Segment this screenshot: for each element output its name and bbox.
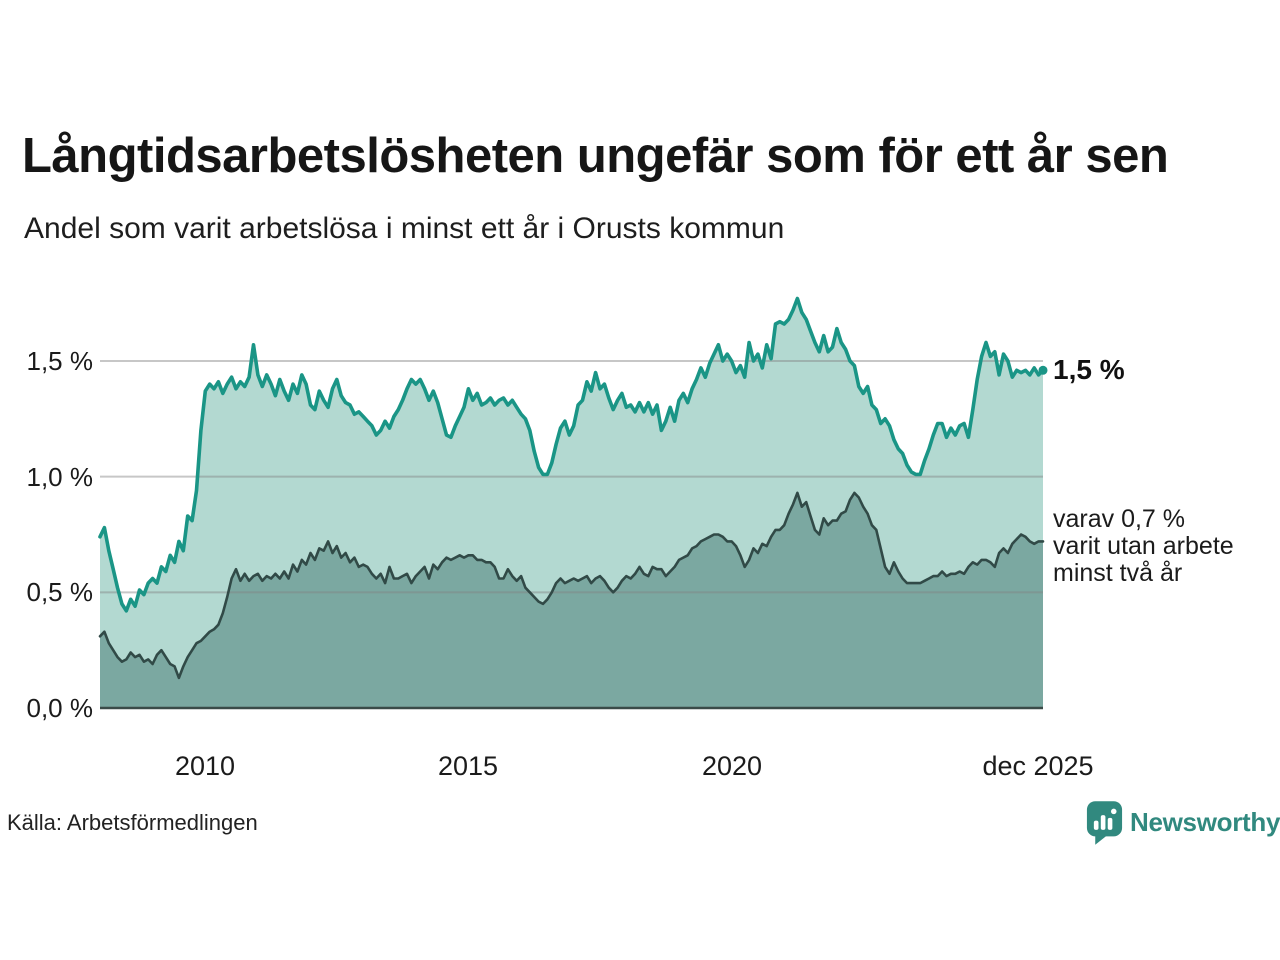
x-axis-tick-2015: 2015 [437,751,499,781]
y-axis-tick-0-0: 0,0 % [26,693,94,723]
newsworthy-logo: Newsworthy [1086,799,1280,846]
newsworthy-logo-icon [1086,801,1123,845]
newsworthy-logo-text: Newsworthy [1130,807,1280,837]
x-axis-tick-2010: 2010 [174,751,236,781]
source-attribution: Källa: Arbetsförmedlingen [7,810,258,835]
series-end-dot [1038,365,1048,375]
area-minst-tva-ar [100,492,1043,708]
page-title: Långtidsarbetslösheten ungefär som för e… [22,129,1169,183]
y-axis-tick-0-5: 0,5 % [26,577,94,607]
page-subtitle: Andel som varit arbetslösa i minst ett å… [24,212,785,245]
x-axis-tick-2020: 2020 [701,751,763,781]
line-minst-tva-ar [98,491,1045,680]
y-axis-tick-1-0: 1,0 % [26,462,94,492]
series-end-value-label: 1,5 % [1053,354,1125,385]
x-axis-tick-dec-2025: dec 2025 [982,751,1094,781]
line-minst-ett-ar [98,296,1045,613]
series-annotation-label: varav 0,7 % varit utan arbete minst två … [1053,505,1234,587]
y-axis-tick-1-5: 1,5 % [26,346,94,376]
